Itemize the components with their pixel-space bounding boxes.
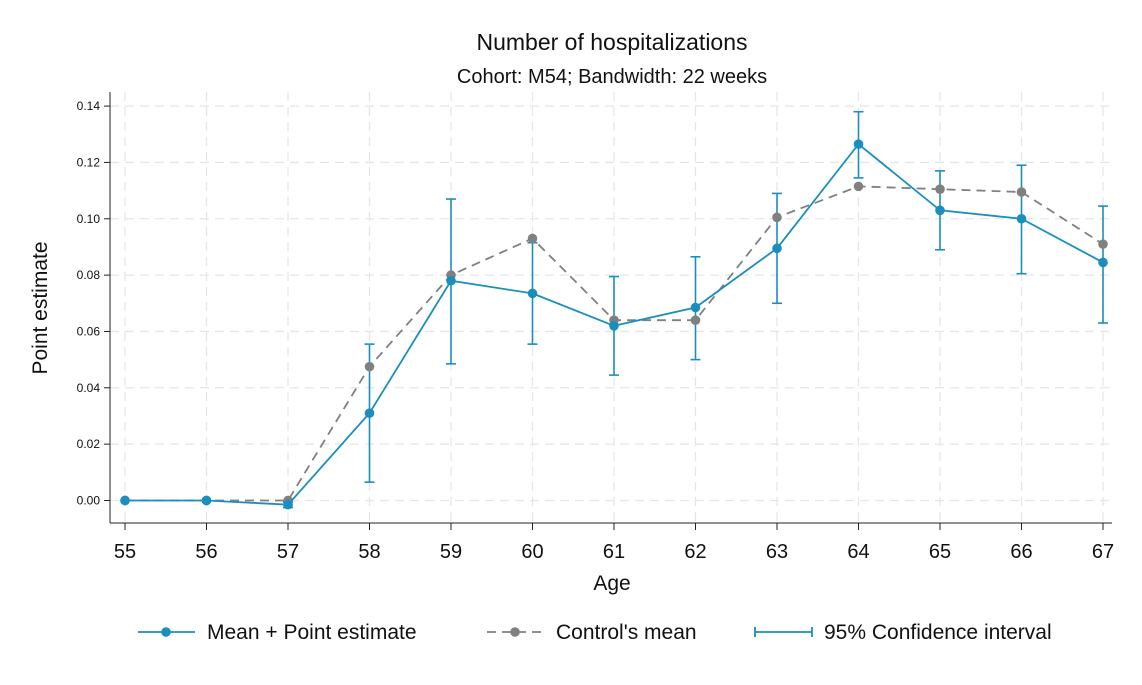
point-estimate-marker	[201, 495, 212, 506]
chart-title: Number of hospitalizations	[476, 29, 747, 55]
x-tick-label: 63	[766, 541, 788, 563]
control-mean-marker	[772, 212, 782, 223]
legend-item-point-estimate: Mean + Point estimate	[138, 621, 417, 644]
point-estimate-marker	[1016, 213, 1027, 224]
point-estimate-marker	[283, 499, 293, 510]
x-tick-label: 62	[684, 541, 706, 563]
x-axis-title: Age	[593, 572, 630, 595]
legend-swatch-marker	[161, 627, 171, 637]
point-estimate-marker	[527, 288, 538, 299]
point-estimate-marker	[772, 243, 782, 254]
point-estimate-marker	[1098, 257, 1108, 268]
point-estimate-marker	[446, 275, 456, 286]
legend: Mean + Point estimate Control's mean 95% C…	[138, 621, 1052, 644]
x-tick-label: 60	[521, 541, 543, 563]
legend-label: Mean + Point estimate	[207, 621, 417, 644]
y-axis-title: Point estimate	[29, 241, 52, 374]
x-tick-label: 57	[277, 541, 299, 563]
legend-item-confidence-interval: 95% Confidence interval	[754, 621, 1052, 644]
y-tick-label: 0.02	[77, 437, 101, 451]
point-estimate-marker	[853, 139, 864, 149]
control-mean-marker	[935, 184, 945, 194]
axes: 0.00 0.02 0.04 0.06 0.08 0.10 0.12 0.14 55 56 57 58…	[77, 92, 1114, 563]
y-tick-label: 0.10	[77, 212, 101, 226]
control-mean-marker	[527, 233, 538, 244]
legend-label: Control's mean	[556, 621, 697, 644]
x-tick-label: 58	[358, 541, 380, 563]
x-tick-label: 61	[603, 541, 625, 563]
x-tick-label: 56	[195, 541, 217, 563]
y-tick-label: 0.04	[77, 381, 101, 395]
y-tick-label: 0.12	[77, 155, 101, 169]
x-tick-label: 55	[114, 541, 136, 563]
series-lines	[120, 139, 1108, 510]
chart-subtitle: Cohort: M54; Bandwidth: 22 weeks	[457, 66, 767, 88]
x-tick-label: 59	[440, 541, 462, 563]
y-tick-label: 0.06	[77, 324, 101, 338]
x-tick-label: 67	[1092, 541, 1114, 563]
control-mean-marker	[690, 315, 701, 325]
point-estimate-marker	[609, 321, 619, 331]
point-estimate-marker	[120, 495, 130, 506]
y-tick-label: 0.00	[77, 493, 101, 507]
y-tick-label: 0.14	[77, 99, 101, 113]
point-estimate-marker	[935, 205, 945, 216]
y-tick-label: 0.08	[77, 268, 101, 282]
control-mean-marker	[1098, 239, 1108, 249]
x-tick-label: 65	[929, 541, 951, 563]
legend-swatch-marker	[510, 627, 520, 637]
point-estimate-marker	[364, 408, 375, 418]
control-mean-marker	[1016, 187, 1027, 197]
x-tick-label: 66	[1010, 541, 1032, 563]
legend-item-control-mean: Control's mean	[487, 621, 697, 644]
legend-label: 95% Confidence interval	[824, 621, 1052, 644]
x-tick-label: 64	[847, 541, 869, 563]
control-mean-marker	[364, 361, 375, 372]
grid-lines	[110, 92, 1112, 523]
control-mean-marker	[853, 181, 864, 192]
point-estimate-marker	[690, 302, 701, 313]
